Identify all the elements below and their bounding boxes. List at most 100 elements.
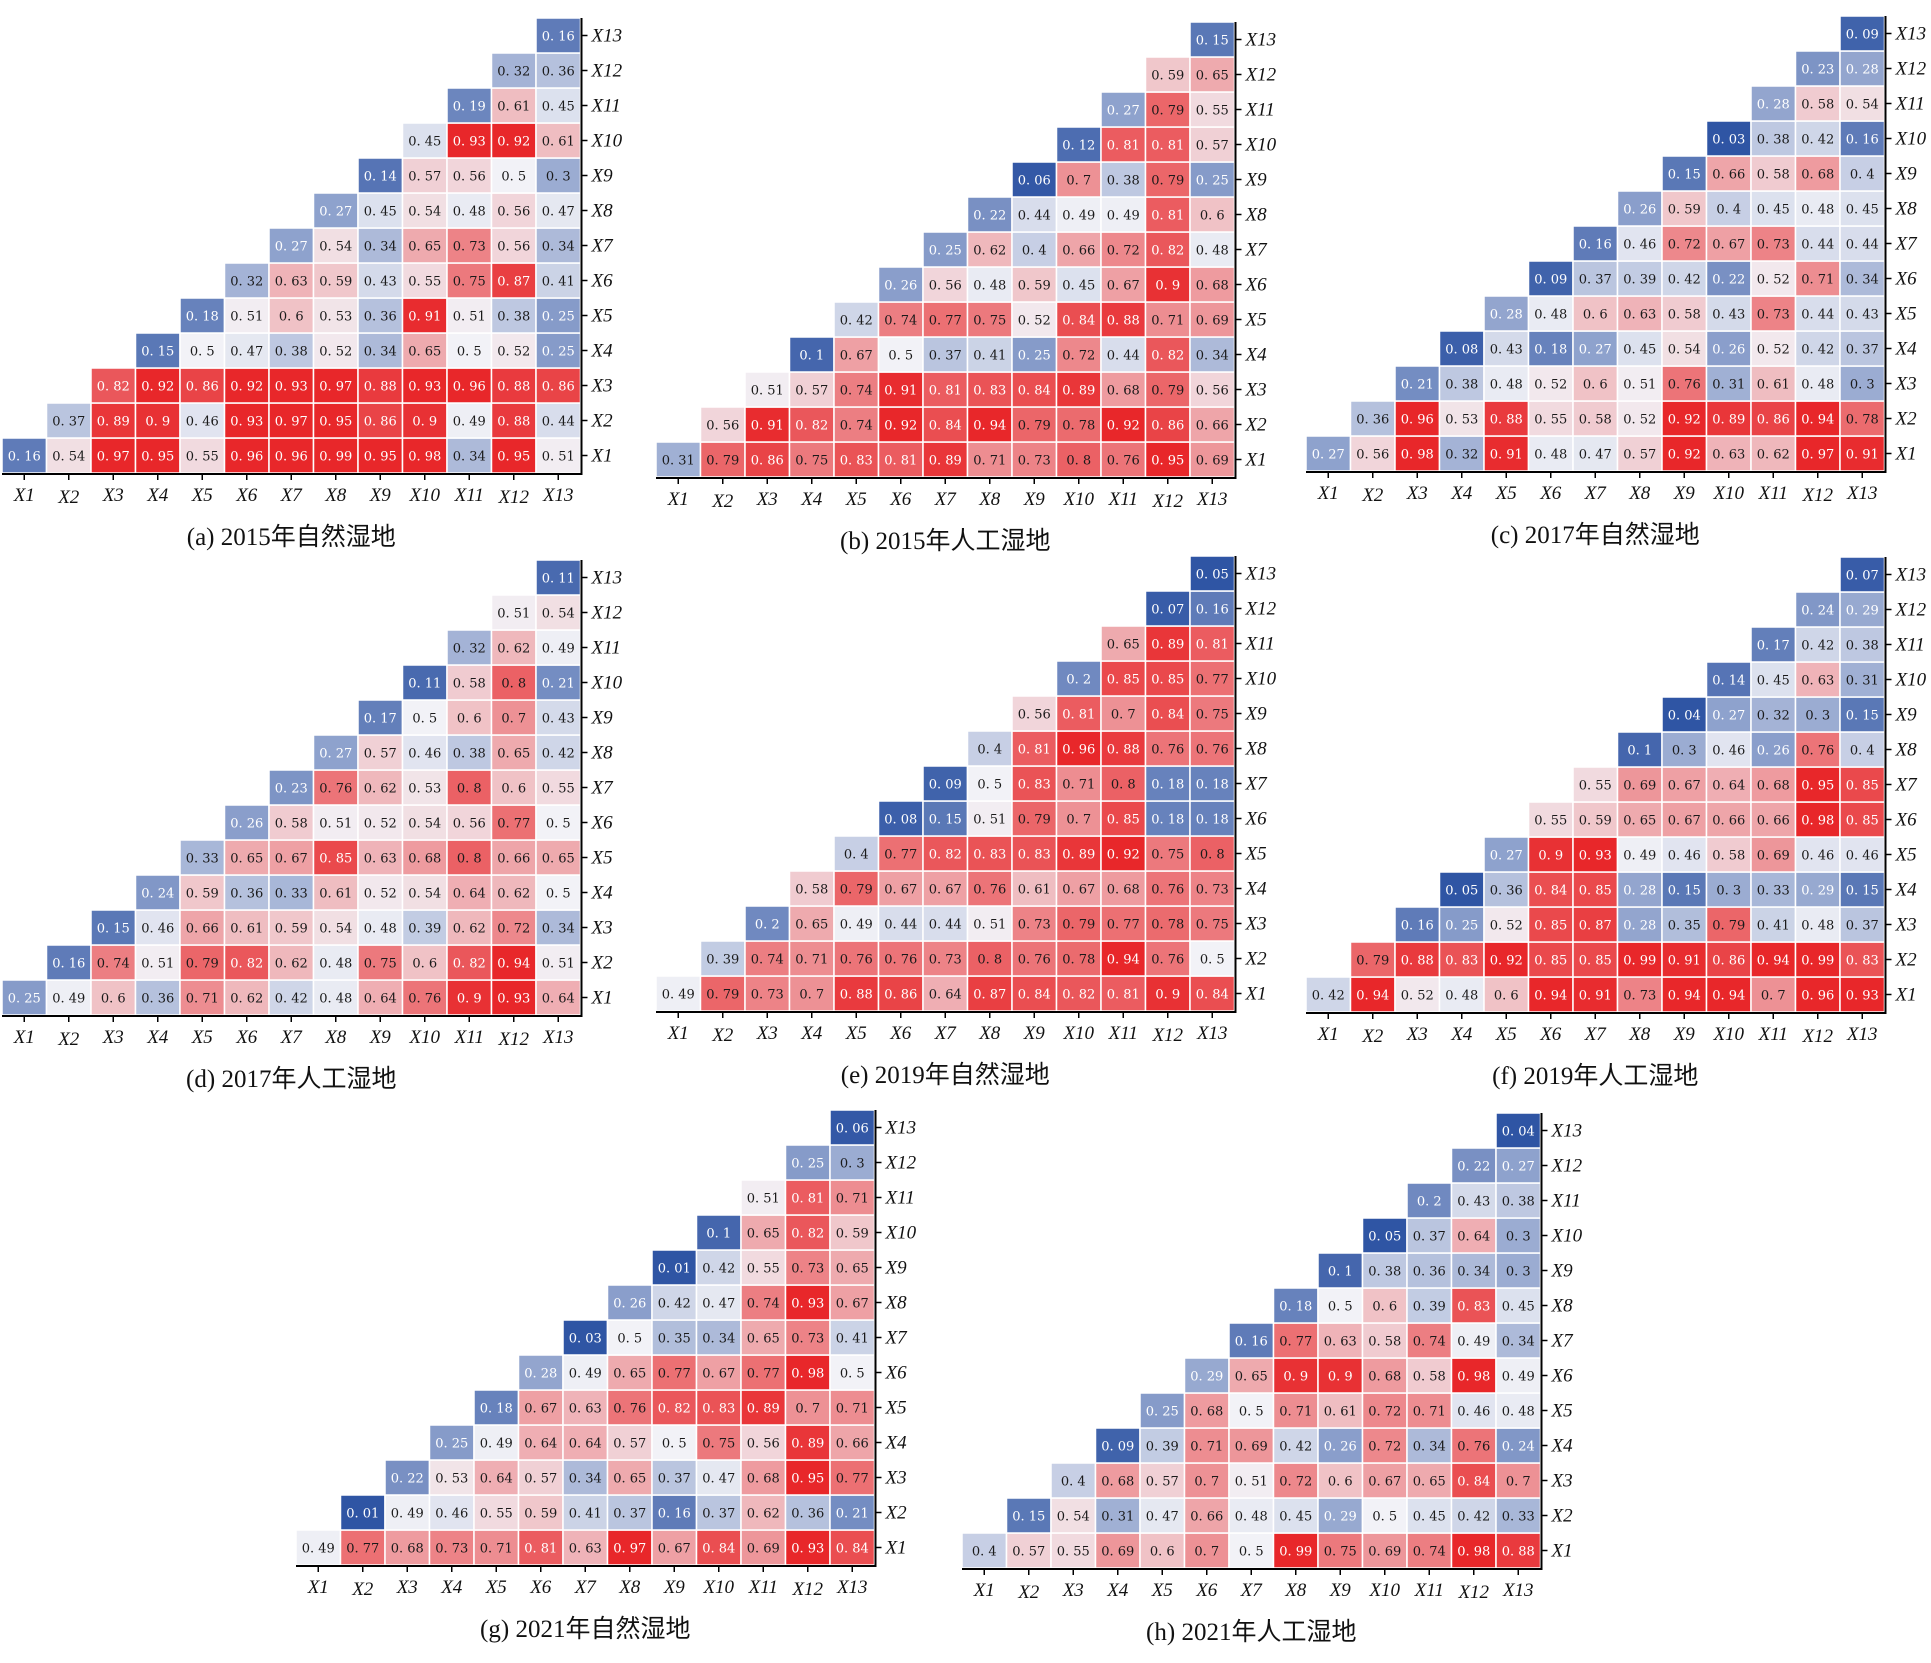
cell-value-label: 0. 6 (501, 782, 526, 797)
heatmap-cell: 0. 42 (1272, 1427, 1319, 1464)
heatmap-cell: 0. 83 (1011, 835, 1058, 872)
cell-value-label: 0. 65 (1623, 814, 1656, 829)
heatmap-cell: 0. 62 (1750, 435, 1797, 472)
heatmap-cell: 0. 76 (1450, 1427, 1497, 1464)
cell-rect (312, 734, 359, 771)
cell-value-label: 0. 52 (497, 345, 530, 360)
heatmap-cell: 0. 62 (223, 979, 270, 1016)
cell-rect (1661, 225, 1708, 262)
heatmap-cell: 0. 58 (446, 664, 493, 701)
cell-rect (740, 1179, 787, 1216)
cell-value-label: 0. 71 (1801, 273, 1834, 288)
heatmap-cell: 0. 8 (1100, 765, 1147, 802)
heatmap-cell: 0. 47 (1572, 435, 1619, 472)
heatmap-cell: 0. 7 (784, 1389, 831, 1426)
heatmap-cell: 0. 89 (90, 402, 137, 439)
y-tick-label: X2 (591, 411, 614, 432)
cell-value-label: 0. 25 (929, 244, 962, 259)
cell-value-label: 0. 68 (1190, 1405, 1223, 1420)
cell-value-label: 0. 5 (1239, 1545, 1264, 1560)
y-tick-label: X6 (1895, 810, 1918, 831)
x-tick-label: X10 (1062, 1023, 1094, 1044)
cell-value-label: 0. 45 (364, 205, 397, 220)
heatmap-cell: 0. 47 (695, 1284, 742, 1321)
cell-value-label: 0. 74 (1413, 1335, 1446, 1350)
cell-value-label: 0. 37 (1846, 343, 1879, 358)
cell-value-label: 0. 85 (319, 852, 352, 867)
cell-value-label: 0. 86 (542, 380, 575, 395)
cell-rect (446, 629, 493, 666)
cell-value-label: 0. 89 (747, 1402, 780, 1417)
heatmap-cell: 0. 51 (744, 371, 791, 408)
heatmap-cell: 0. 29 (1317, 1497, 1364, 1534)
cell-rect (606, 1459, 653, 1496)
heatmap-cell: 0. 59 (1661, 190, 1708, 227)
heatmap-cell: 0. 76 (1011, 940, 1058, 977)
cell-rect (1661, 836, 1708, 873)
cell-rect (90, 367, 137, 404)
cell-value-label: 0. 51 (1623, 378, 1656, 393)
heatmap-cell: 0. 45 (357, 192, 404, 229)
cell-value-label: 0. 16 (1401, 919, 1434, 934)
cell-rect (1317, 1357, 1364, 1394)
cell-value-label: 0. 67 (929, 883, 962, 898)
cell-rect (1839, 295, 1886, 332)
heatmap-cell: 0. 84 (1189, 975, 1236, 1012)
cell-value-label: 0. 18 (1534, 343, 1567, 358)
cell-value-label: 0. 74 (884, 314, 917, 329)
cell-rect (788, 336, 835, 373)
cell-value-label: 0. 38 (1445, 378, 1478, 393)
cell-value-label: 0. 96 (453, 380, 486, 395)
heatmap-cell: 0. 92 (134, 367, 181, 404)
heatmap-cell: 0. 63 (268, 262, 315, 299)
cell-value-label: 0. 1 (706, 1227, 731, 1242)
heatmap-cell: 0. 55 (1050, 1532, 1097, 1569)
heatmap-cell: 0. 96 (268, 437, 315, 474)
cell-value-label: 0. 59 (836, 1227, 869, 1242)
x-tick-label: X9 (1673, 483, 1696, 504)
cell-value-label: 0. 61 (319, 887, 352, 902)
heatmap-cell: 0. 07 (1144, 590, 1191, 627)
heatmap-cell: 0. 98 (784, 1354, 831, 1391)
heatmap-cell: 0. 67 (1100, 266, 1147, 303)
cell-rect (1495, 1112, 1542, 1149)
heatmap-cell: 0. 96 (446, 367, 493, 404)
cell-rect (744, 905, 791, 942)
heatmap-cell: 0. 31 (655, 441, 702, 478)
y-tick-label: X6 (591, 813, 614, 834)
heatmap-cell: 0. 48 (1527, 295, 1574, 332)
heatmap-cell: 0. 95 (357, 437, 404, 474)
cell-value-label: 0. 8 (977, 953, 1002, 968)
cell-value-label: 0. 33 (1502, 1510, 1535, 1525)
cell-value-label: 0. 93 (497, 992, 530, 1007)
y-tick-label: X4 (1245, 879, 1268, 900)
cell-value-label: 0. 72 (1107, 244, 1140, 259)
heatmap-cell: 0. 34 (1189, 336, 1236, 373)
y-tick-label: X5 (1551, 1401, 1573, 1422)
cell-rect (1144, 730, 1191, 767)
cell-value-label: 0. 56 (453, 170, 486, 185)
heatmap-cell: 0. 47 (695, 1459, 742, 1496)
heatmap-cell: 0. 85 (1100, 800, 1147, 837)
heatmap-cell: 0. 03 (1705, 120, 1752, 157)
cell-rect (428, 1424, 475, 1461)
cell-value-label: 0. 96 (275, 450, 308, 465)
cell-value-label: 0. 69 (1368, 1545, 1401, 1560)
heatmap-cell: 0. 94 (1661, 976, 1708, 1013)
heatmap-cell: 0. 26 (877, 266, 924, 303)
cell-value-label: 0. 81 (791, 1192, 824, 1207)
cell-value-label: 0. 46 (1623, 238, 1656, 253)
cell-rect (922, 231, 969, 268)
cell-rect (1750, 365, 1797, 402)
heatmap-cell: 0. 6 (90, 979, 137, 1016)
x-tick-label: X13 (542, 1027, 574, 1048)
cell-value-label: 0. 27 (1712, 709, 1745, 724)
cell-rect (1406, 1182, 1453, 1219)
heatmap-cell: 0. 31 (1839, 661, 1886, 698)
cell-value-label: 0. 51 (751, 384, 784, 399)
heatmap-cell: 0. 67 (1705, 225, 1752, 262)
x-tick-label: X4 (440, 1577, 463, 1598)
cell-value-label: 0. 81 (1018, 743, 1051, 758)
y-tick-label: X13 (1895, 24, 1927, 45)
cell-value-label: 0. 79 (1151, 384, 1184, 399)
